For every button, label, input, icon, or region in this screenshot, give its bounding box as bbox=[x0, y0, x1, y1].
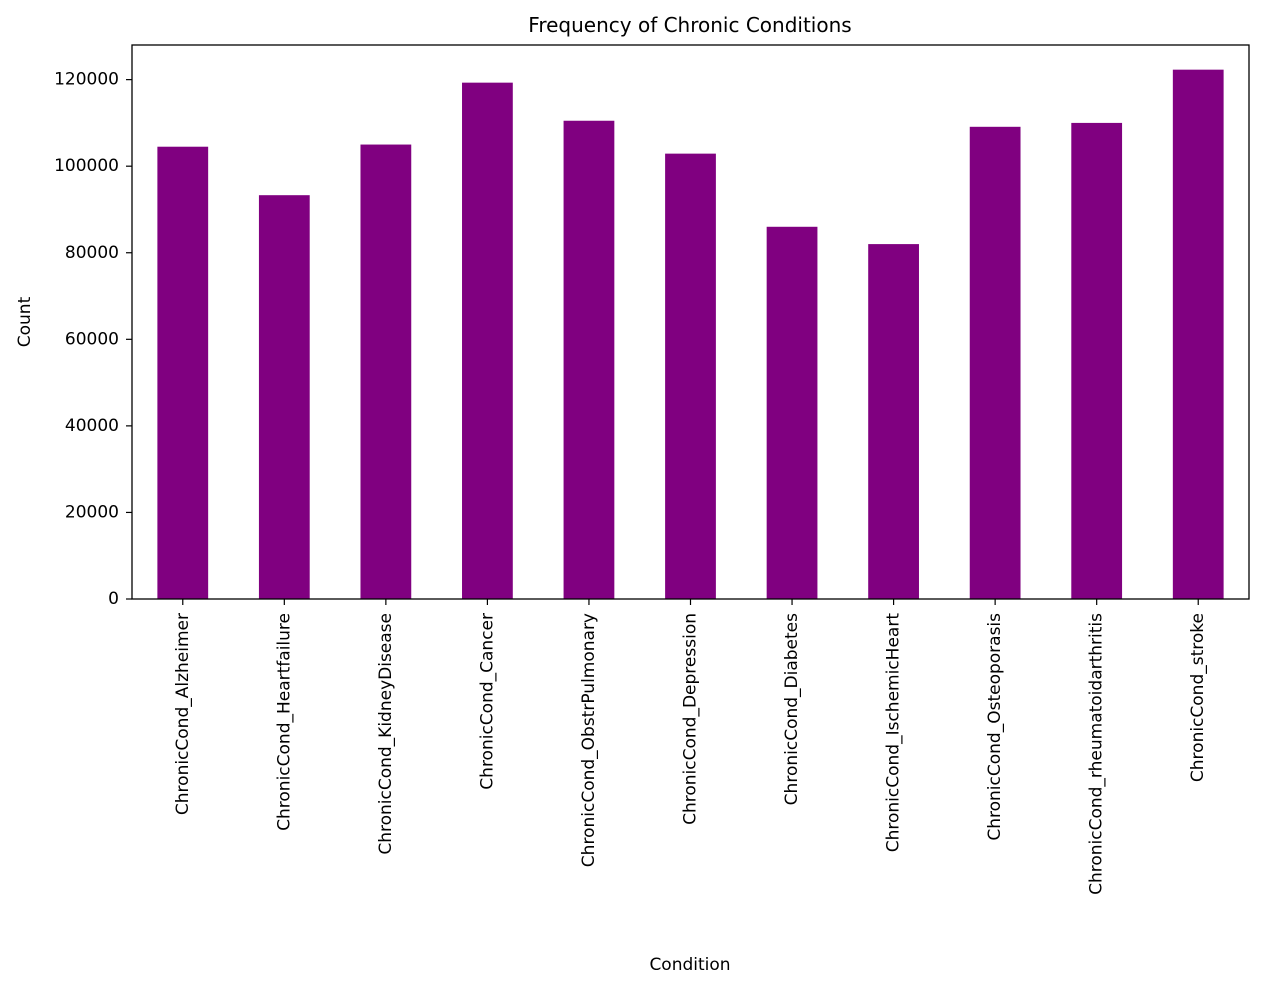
bar-ChronicCond_Alzheimer bbox=[157, 146, 209, 599]
x-tick-label: ChronicCond_rheumatoidarthritis bbox=[1087, 613, 1107, 895]
bar-ChronicCond_IschemicHeart bbox=[868, 244, 919, 599]
x-tick-label: ChronicCond_Osteoporasis bbox=[985, 613, 1005, 841]
bar-ChronicCond_Heartfailure bbox=[258, 195, 310, 599]
y-tick-label: 0 bbox=[108, 589, 119, 609]
y-tick-label: 20000 bbox=[65, 502, 119, 522]
x-tick-label: ChronicCond_Cancer bbox=[477, 613, 497, 790]
chart-title: Frequency of Chronic Conditions bbox=[528, 13, 851, 37]
x-tick-label: ChronicCond_Heartfailure bbox=[274, 613, 294, 831]
x-tick-label: ChronicCond_IschemicHeart bbox=[884, 613, 904, 853]
bar-ChronicCond_KidneyDisease bbox=[360, 144, 412, 599]
bar-ChronicCond_rheumatoidarthritis bbox=[1071, 122, 1123, 599]
bar-ChronicCond_Depression bbox=[665, 153, 716, 600]
plot-frame bbox=[131, 44, 1250, 600]
y-tick-label: 40000 bbox=[65, 416, 119, 436]
y-tick-label: 100000 bbox=[54, 156, 119, 176]
bar-ChronicCond_ObstrPulmonary bbox=[563, 120, 615, 599]
bar-ChronicCond_Osteoporasis bbox=[969, 126, 1021, 599]
bar-ChronicCond_Cancer bbox=[462, 82, 513, 600]
y-axis-ticks: 0 20000 40000 60000 80000 100000 120000 bbox=[54, 70, 132, 609]
y-axis-label: Count bbox=[15, 296, 35, 347]
y-tick-label: 80000 bbox=[65, 243, 119, 263]
x-axis-label: Condition bbox=[649, 955, 730, 975]
y-tick-label: 120000 bbox=[54, 70, 119, 90]
x-tick-label: ChronicCond_KidneyDisease bbox=[376, 613, 396, 855]
bar-ChronicCond_Diabetes bbox=[766, 226, 818, 599]
bar-ChronicCond_stroke bbox=[1172, 69, 1224, 600]
x-axis-ticks: ChronicCond_Alzheimer ChronicCond_Heartfa… bbox=[173, 599, 1208, 895]
x-tick-label: ChronicCond_Depression bbox=[681, 613, 701, 825]
x-tick-label: ChronicCond_ObstrPulmonary bbox=[579, 613, 599, 867]
bars-group bbox=[157, 69, 1224, 600]
x-tick-label: ChronicCond_Alzheimer bbox=[173, 613, 193, 815]
x-tick-label: ChronicCond_stroke bbox=[1188, 613, 1208, 782]
y-tick-label: 60000 bbox=[65, 329, 119, 349]
x-tick-label: ChronicCond_Diabetes bbox=[782, 613, 802, 805]
